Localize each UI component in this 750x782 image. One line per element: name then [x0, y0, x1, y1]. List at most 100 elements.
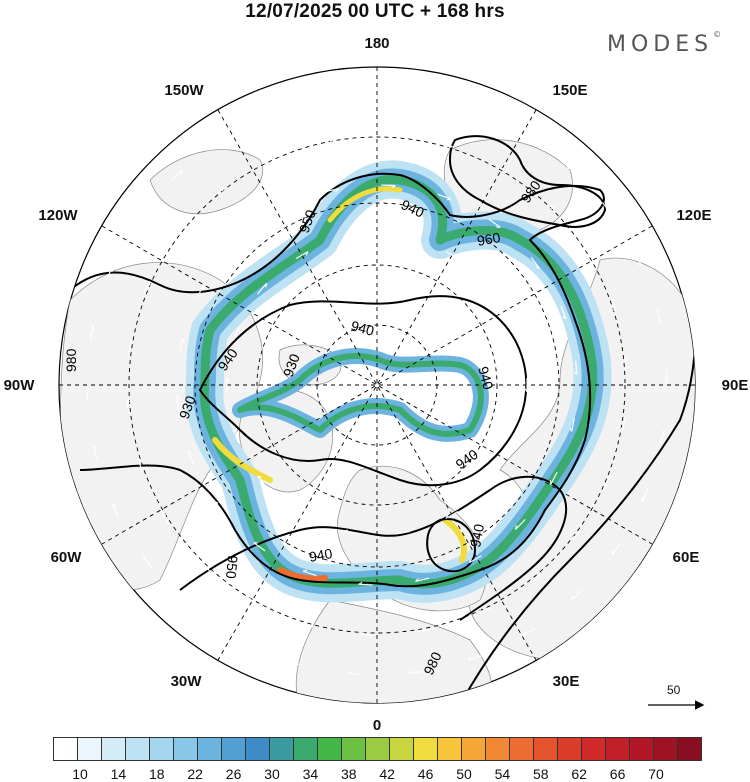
colorbar-tick-label: 50: [456, 766, 472, 782]
wind-speed-shading: [185, 160, 612, 603]
wind-vector: [658, 430, 665, 445]
colorbar-tick-label: 38: [341, 766, 357, 782]
wind-vector: [379, 134, 394, 138]
wind-vector: [544, 198, 556, 210]
colorbar-swatch: [125, 737, 150, 761]
wind-vector: [437, 193, 452, 201]
colorbar-tick-label: 34: [302, 766, 319, 782]
contour-label: 930: [176, 393, 199, 421]
wind-vector: [623, 357, 628, 372]
wind-vector: [420, 627, 435, 632]
wind-vector: [524, 378, 528, 393]
lon-label-0: 0: [373, 717, 381, 734]
wind-vector: [246, 597, 259, 606]
colorbar-swatch: [77, 737, 102, 761]
colorbar-swatch: [221, 737, 246, 761]
wind-vector: [272, 108, 287, 115]
wind-vector: [179, 338, 185, 353]
colorbar-swatch: [293, 737, 318, 761]
wind-vector: [262, 155, 277, 163]
wind-vector: [343, 235, 359, 240]
wind-vector: [392, 94, 407, 99]
wind-vector: [218, 133, 232, 143]
wind-vector: [137, 457, 143, 472]
wind-vector: [559, 159, 571, 170]
colorbar-swatch: [533, 737, 558, 761]
wind-vector: [295, 510, 309, 519]
wind-vector: [302, 569, 317, 577]
wind-vector: [529, 573, 542, 584]
height-contours: [69, 135, 695, 703]
map-title: 12/07/2025 00 UTC + 168 hrs: [245, 1, 505, 22]
colorbar-swatch: [389, 737, 414, 761]
lon-label-150e: 150E: [552, 82, 587, 99]
wind-vector: [196, 285, 205, 299]
colorbar-tick-label: 62: [571, 766, 587, 782]
colorbar-tick-label: 22: [187, 766, 203, 782]
colorbar-tick-label: 30: [264, 766, 280, 782]
wind-vector: [347, 671, 362, 676]
wind-vector: [445, 510, 459, 519]
colorbar-swatch: [485, 737, 510, 761]
jet-inner-loop-core: [237, 353, 484, 437]
wind-vector: [611, 298, 617, 313]
longitude-labels: 180 150E 120E 90E 60E 30E 0 30W 60W 90W …: [4, 35, 749, 734]
wind-vector: [126, 398, 131, 413]
lon-label-90w: 90W: [4, 377, 36, 394]
wind-vector: [396, 235, 411, 241]
wind-vector: [571, 589, 583, 601]
jet-max-pacific: [327, 186, 403, 223]
wind-vector: [603, 475, 611, 490]
contour-label: 940: [349, 317, 376, 339]
colorbar-swatch: [653, 737, 678, 761]
colorbar-swatch: [317, 737, 342, 761]
wind-vector: [143, 280, 151, 295]
contour-label: 940: [308, 545, 334, 565]
contour-label: 960: [476, 229, 502, 249]
colorbar-swatch: [269, 737, 294, 761]
wind-vector: [583, 244, 593, 258]
wind-vector: [358, 581, 373, 586]
colorbar-swatch: [581, 737, 606, 761]
colorbar-swatch: [629, 737, 654, 761]
contour-asia: [459, 289, 695, 703]
wind-vector: [142, 555, 153, 568]
lon-label-90e: 90E: [722, 377, 749, 394]
colorbar-swatch: [365, 737, 390, 761]
colorbar-swatch: [557, 737, 582, 761]
wind-vector: [257, 475, 268, 488]
wind-vector: [213, 501, 224, 514]
wind-vector: [161, 512, 171, 526]
wind-vector: [611, 542, 621, 555]
contour-label: 950: [296, 207, 319, 235]
lon-label-180: 180: [364, 35, 389, 52]
wind-vector: [133, 215, 143, 228]
wind-vector: [451, 104, 466, 111]
contour-label: 950: [223, 555, 241, 580]
colorbar-tick-label: 58: [533, 766, 549, 782]
colorbar-tick-label: 46: [417, 766, 434, 782]
wind-vector: [111, 503, 120, 517]
wind-vector: [319, 138, 334, 143]
jet-max-europe: [442, 517, 467, 563]
colorbar-swatch: [101, 737, 126, 761]
wind-vector: [641, 488, 649, 503]
colorbar-tick-label: 70: [648, 766, 664, 782]
wind-vector: [232, 636, 246, 645]
colorbar-swatch: [437, 737, 462, 761]
colorbar-swatch: [605, 737, 630, 761]
wind-vector: [257, 282, 268, 295]
lon-label-150w: 150W: [164, 82, 204, 99]
polar-map: 940 950 980 960 940 940 930 940 940 930 …: [4, 35, 749, 734]
wind-vector: [253, 542, 266, 552]
colorbar-swatch: [197, 737, 222, 761]
wind-vector: [288, 659, 303, 666]
contour-outer: [69, 172, 605, 588]
colorbar-tick-label: 26: [225, 766, 242, 782]
wind-vector: [171, 169, 183, 181]
contour-southern: [179, 475, 568, 621]
wind-vector: [634, 253, 643, 267]
wind-vector: [508, 125, 522, 134]
lon-label-30e: 30E: [553, 673, 580, 690]
brand-name: MODES: [607, 32, 714, 57]
